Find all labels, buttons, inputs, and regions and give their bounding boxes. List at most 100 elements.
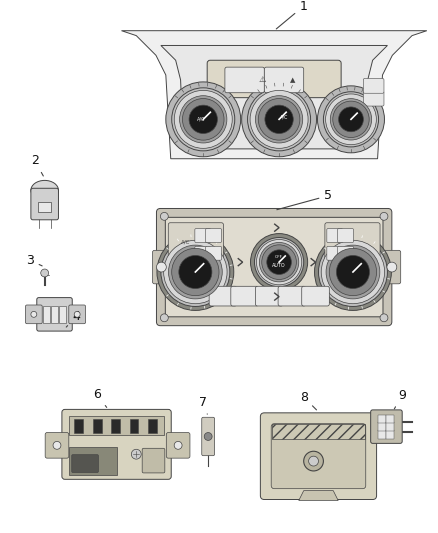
Ellipse shape bbox=[31, 180, 58, 200]
Text: 8: 8 bbox=[300, 391, 317, 410]
Circle shape bbox=[256, 239, 302, 285]
FancyBboxPatch shape bbox=[202, 417, 215, 456]
Circle shape bbox=[262, 245, 297, 279]
Circle shape bbox=[321, 240, 385, 304]
Circle shape bbox=[265, 105, 293, 134]
FancyBboxPatch shape bbox=[378, 422, 386, 431]
Circle shape bbox=[242, 82, 317, 157]
FancyBboxPatch shape bbox=[386, 430, 394, 439]
Text: 1: 1 bbox=[276, 0, 307, 29]
Circle shape bbox=[174, 441, 182, 449]
FancyBboxPatch shape bbox=[363, 91, 384, 106]
FancyBboxPatch shape bbox=[142, 448, 165, 473]
Text: 4: 4 bbox=[66, 310, 80, 327]
FancyBboxPatch shape bbox=[62, 409, 171, 479]
Circle shape bbox=[304, 451, 323, 471]
Circle shape bbox=[267, 250, 291, 274]
Circle shape bbox=[314, 233, 392, 310]
FancyBboxPatch shape bbox=[206, 229, 222, 243]
FancyBboxPatch shape bbox=[130, 419, 138, 433]
FancyBboxPatch shape bbox=[74, 419, 83, 433]
Text: 3: 3 bbox=[26, 254, 42, 266]
FancyBboxPatch shape bbox=[43, 306, 50, 322]
FancyBboxPatch shape bbox=[338, 246, 353, 260]
Circle shape bbox=[318, 86, 385, 153]
FancyBboxPatch shape bbox=[386, 415, 394, 423]
Circle shape bbox=[255, 96, 303, 143]
Circle shape bbox=[157, 233, 234, 310]
Text: 2: 2 bbox=[31, 154, 43, 176]
FancyBboxPatch shape bbox=[363, 78, 384, 93]
Circle shape bbox=[326, 245, 380, 299]
FancyBboxPatch shape bbox=[338, 229, 353, 243]
Circle shape bbox=[156, 262, 166, 272]
FancyBboxPatch shape bbox=[148, 419, 157, 433]
Circle shape bbox=[31, 311, 37, 317]
Circle shape bbox=[380, 213, 388, 220]
FancyBboxPatch shape bbox=[278, 286, 306, 306]
Circle shape bbox=[166, 82, 240, 157]
Circle shape bbox=[174, 90, 232, 148]
FancyBboxPatch shape bbox=[255, 286, 283, 306]
Circle shape bbox=[247, 88, 311, 151]
Text: A/C: A/C bbox=[280, 115, 288, 120]
Circle shape bbox=[189, 105, 217, 134]
Circle shape bbox=[251, 233, 307, 290]
FancyBboxPatch shape bbox=[206, 246, 222, 260]
Circle shape bbox=[259, 243, 299, 282]
FancyBboxPatch shape bbox=[327, 229, 343, 243]
Circle shape bbox=[380, 314, 388, 322]
FancyBboxPatch shape bbox=[195, 229, 211, 243]
FancyBboxPatch shape bbox=[25, 305, 42, 324]
FancyBboxPatch shape bbox=[327, 246, 343, 260]
FancyBboxPatch shape bbox=[168, 223, 223, 261]
FancyBboxPatch shape bbox=[378, 415, 386, 423]
Polygon shape bbox=[299, 491, 338, 500]
FancyBboxPatch shape bbox=[225, 67, 264, 93]
FancyBboxPatch shape bbox=[166, 433, 190, 458]
Text: 7: 7 bbox=[199, 395, 207, 414]
FancyBboxPatch shape bbox=[386, 422, 394, 431]
Circle shape bbox=[333, 101, 369, 138]
Circle shape bbox=[131, 449, 141, 459]
FancyBboxPatch shape bbox=[72, 455, 99, 472]
Circle shape bbox=[323, 92, 378, 147]
Text: 6: 6 bbox=[93, 388, 107, 407]
Circle shape bbox=[204, 433, 212, 440]
FancyBboxPatch shape bbox=[378, 430, 386, 439]
FancyBboxPatch shape bbox=[264, 67, 304, 93]
FancyBboxPatch shape bbox=[51, 306, 58, 322]
Circle shape bbox=[160, 213, 168, 220]
Circle shape bbox=[172, 88, 235, 151]
Circle shape bbox=[53, 441, 61, 449]
Circle shape bbox=[339, 107, 364, 132]
Circle shape bbox=[336, 255, 370, 288]
Circle shape bbox=[179, 255, 212, 288]
Circle shape bbox=[254, 238, 304, 287]
Circle shape bbox=[169, 245, 222, 299]
FancyBboxPatch shape bbox=[111, 419, 120, 433]
Text: ⚠: ⚠ bbox=[258, 76, 266, 84]
Circle shape bbox=[309, 456, 318, 466]
FancyBboxPatch shape bbox=[59, 306, 66, 322]
Text: OFF: OFF bbox=[275, 255, 283, 259]
Circle shape bbox=[318, 238, 388, 306]
Text: 5: 5 bbox=[277, 189, 332, 209]
Text: A/C: A/C bbox=[197, 117, 205, 122]
FancyBboxPatch shape bbox=[325, 223, 380, 261]
Circle shape bbox=[41, 269, 49, 277]
FancyBboxPatch shape bbox=[231, 286, 258, 306]
FancyBboxPatch shape bbox=[69, 416, 164, 434]
Circle shape bbox=[172, 248, 219, 296]
FancyBboxPatch shape bbox=[195, 246, 211, 260]
Circle shape bbox=[258, 99, 300, 140]
Circle shape bbox=[74, 311, 80, 317]
FancyBboxPatch shape bbox=[37, 297, 72, 331]
FancyBboxPatch shape bbox=[93, 419, 102, 433]
FancyBboxPatch shape bbox=[69, 305, 85, 324]
Circle shape bbox=[183, 99, 224, 140]
Circle shape bbox=[180, 96, 227, 143]
FancyBboxPatch shape bbox=[209, 286, 237, 306]
Circle shape bbox=[161, 238, 230, 306]
FancyBboxPatch shape bbox=[383, 251, 401, 284]
